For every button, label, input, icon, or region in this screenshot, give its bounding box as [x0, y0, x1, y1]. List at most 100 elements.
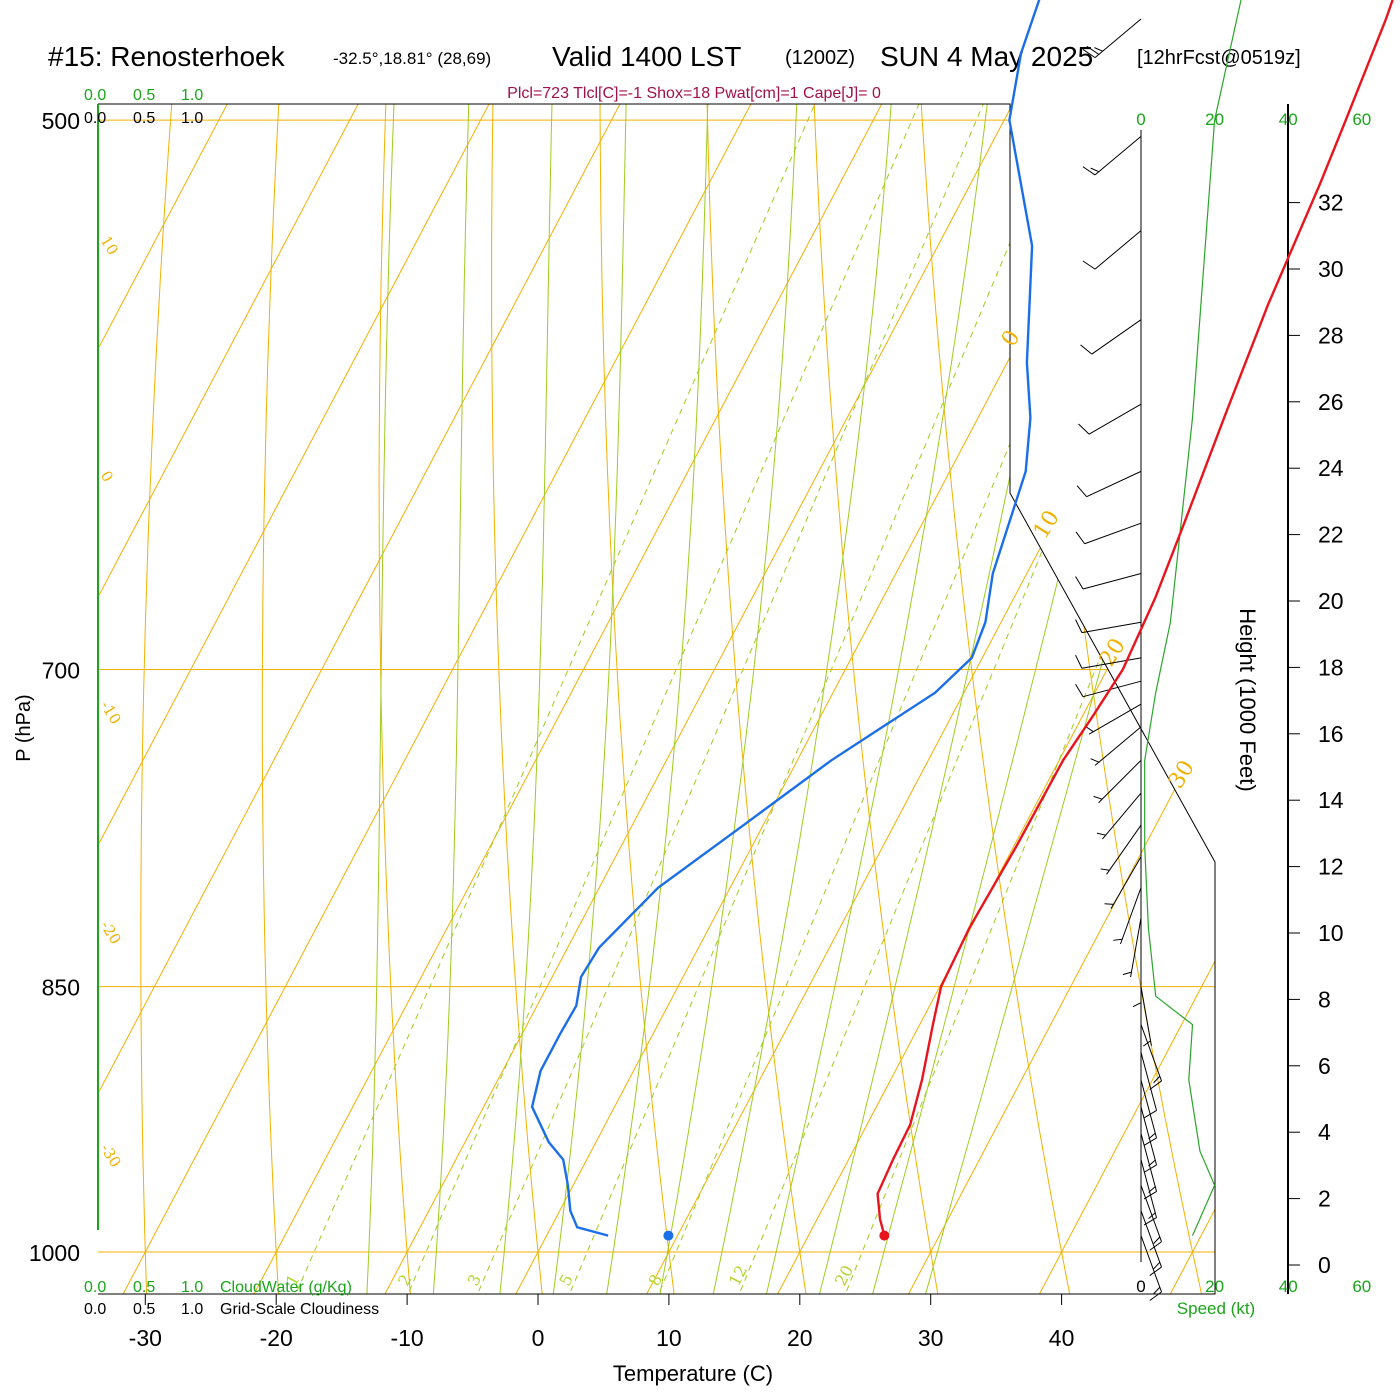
forecast-run: [12hrFcst@0519z] — [1137, 47, 1301, 69]
valid-time: Valid 1400 LST — [552, 41, 741, 72]
temp-label-30: 30 — [918, 1325, 944, 1351]
isotherm-label-3: -20 — [97, 918, 125, 948]
wind-barb-feather — [1149, 1291, 1162, 1301]
wind-barb-staff — [1140, 1106, 1158, 1166]
temp-label-40: 40 — [1049, 1325, 1075, 1351]
cloudwater-label: CloudWater (g/Kg) — [220, 1279, 352, 1296]
dry-adiabat-10 — [599, 104, 680, 1294]
wind-barb-feather — [1143, 1164, 1157, 1173]
wind-barb-feather — [1076, 485, 1087, 498]
wind-barb-staff — [1081, 657, 1142, 669]
cloud-tick-top-1: 0.5 — [133, 87, 155, 104]
wind-barb-staff — [1082, 680, 1142, 698]
pressure-label-700: 700 — [42, 658, 80, 684]
wind-barb — [1140, 1133, 1158, 1200]
wind-speed-curve — [1144, 0, 1242, 1236]
dry-adiabat-lines — [140, 104, 1215, 1294]
isotherm-label-0: 10 — [97, 233, 122, 259]
pressure-label-1000: 1000 — [29, 1240, 80, 1266]
cloud-tick-top-2: 1.0 — [181, 87, 203, 104]
wind-barb-staff — [1140, 1159, 1158, 1218]
wind-barbs — [1075, 18, 1162, 1301]
wind-barb-feather — [1143, 1137, 1157, 1146]
wind-barb-staff — [1094, 230, 1142, 270]
wind-barb-staff — [1084, 522, 1142, 545]
moist-adiabat-4 — [547, 104, 688, 1294]
wind-barb-staff — [1140, 1052, 1158, 1111]
wind-barb-feather — [1085, 726, 1094, 733]
wind-barb-feather — [1132, 1002, 1142, 1008]
isotherm-20 — [757, 104, 1215, 1294]
wind-barb-staff — [1120, 887, 1142, 945]
height-label-6: 6 — [1318, 1053, 1331, 1079]
isotherm-label-5: 0 — [997, 326, 1026, 351]
temp-label--10: -10 — [390, 1325, 423, 1351]
wind-barb-staff — [1094, 18, 1142, 58]
isotherm--60 — [98, 104, 983, 1294]
sounding-profiles — [530, 0, 1394, 1241]
cloud-tick-bottom-1: 0.5 — [133, 1279, 155, 1296]
height-label-18: 18 — [1318, 654, 1344, 680]
wind-barb — [1082, 18, 1142, 59]
height-label-4: 4 — [1318, 1119, 1331, 1145]
mixing-ratio-line-12 — [723, 104, 1215, 1294]
wind-barb — [1122, 917, 1142, 978]
wind-barb — [1075, 619, 1142, 634]
plot-frame — [98, 103, 1216, 1295]
height-label-22: 22 — [1318, 522, 1344, 548]
isotherm--10 — [364, 104, 1215, 1294]
wind-barb-staff — [1140, 1185, 1162, 1242]
wind-barb-feather — [1148, 1159, 1156, 1167]
wind-barb — [1140, 1185, 1162, 1251]
cloudiness-tick-top-2: 1.0 — [181, 110, 203, 127]
wind-barb-feather — [1082, 166, 1096, 176]
mixing-ratio-line-1 — [278, 104, 968, 1294]
dry-adiabat--20 — [261, 104, 397, 1294]
pressure-label-850: 850 — [42, 975, 80, 1001]
height-label-8: 8 — [1318, 986, 1331, 1012]
mixing-ratio-label-3: 3 — [464, 1271, 486, 1289]
cloudiness-tick-bottom-0: 0.0 — [84, 1301, 106, 1318]
moist-adiabat-20 — [757, 104, 1060, 1294]
isotherm--40 — [98, 104, 1215, 1294]
height-label-26: 26 — [1318, 389, 1344, 415]
height-axis-label: Height (1000 Feet) — [1235, 608, 1260, 791]
wind-barb — [1140, 1159, 1158, 1226]
wind-barb — [1140, 1052, 1158, 1119]
wind-barb-feather — [1096, 832, 1106, 836]
isobar-lines — [98, 119, 1215, 1253]
temperature-line — [876, 0, 1394, 1236]
wind-barb-feather — [1113, 938, 1123, 941]
wind-barb-feather — [1094, 47, 1103, 52]
wind-barb-feather — [1104, 903, 1114, 905]
dry-adiabat--10 — [378, 104, 484, 1294]
wind-barb-feather — [1086, 45, 1100, 55]
wind-barb-staff — [1098, 759, 1142, 804]
wind-barb-feather — [1149, 1266, 1162, 1276]
wind-barb-feather — [1075, 654, 1083, 669]
wind-barb — [1140, 1079, 1158, 1146]
wind-barb-staff — [1140, 986, 1152, 1046]
speed-tick-top-40: 40 — [1279, 110, 1298, 129]
moist-adiabat-24 — [809, 104, 1198, 1294]
isotherm--90 — [98, 104, 590, 1294]
pressure-tick-labels: 2503004005007008501000 — [29, 108, 80, 1266]
dry-adiabat-30 — [805, 104, 945, 1294]
moist-adiabat-16 — [704, 104, 943, 1294]
speed-tick-bottom-40: 40 — [1279, 1277, 1298, 1296]
temp-label-0: 0 — [532, 1325, 545, 1351]
wind-barb-staff — [1102, 792, 1142, 840]
isotherm-30 — [888, 104, 1215, 1294]
surface-dewpoint-point — [663, 1230, 674, 1241]
wind-barb — [1140, 1024, 1162, 1090]
dry-adiabat-50 — [997, 104, 1211, 1294]
wind-barb — [1082, 135, 1142, 176]
wind-barb — [1140, 1106, 1158, 1173]
wind-barb — [1082, 230, 1142, 270]
isotherm-10 — [626, 104, 1215, 1294]
dewpoint-line — [530, 0, 1041, 1237]
height-label-28: 28 — [1318, 322, 1344, 348]
zulu-time: (1200Z) — [785, 47, 855, 69]
wind-barb-feather — [1148, 1212, 1156, 1220]
